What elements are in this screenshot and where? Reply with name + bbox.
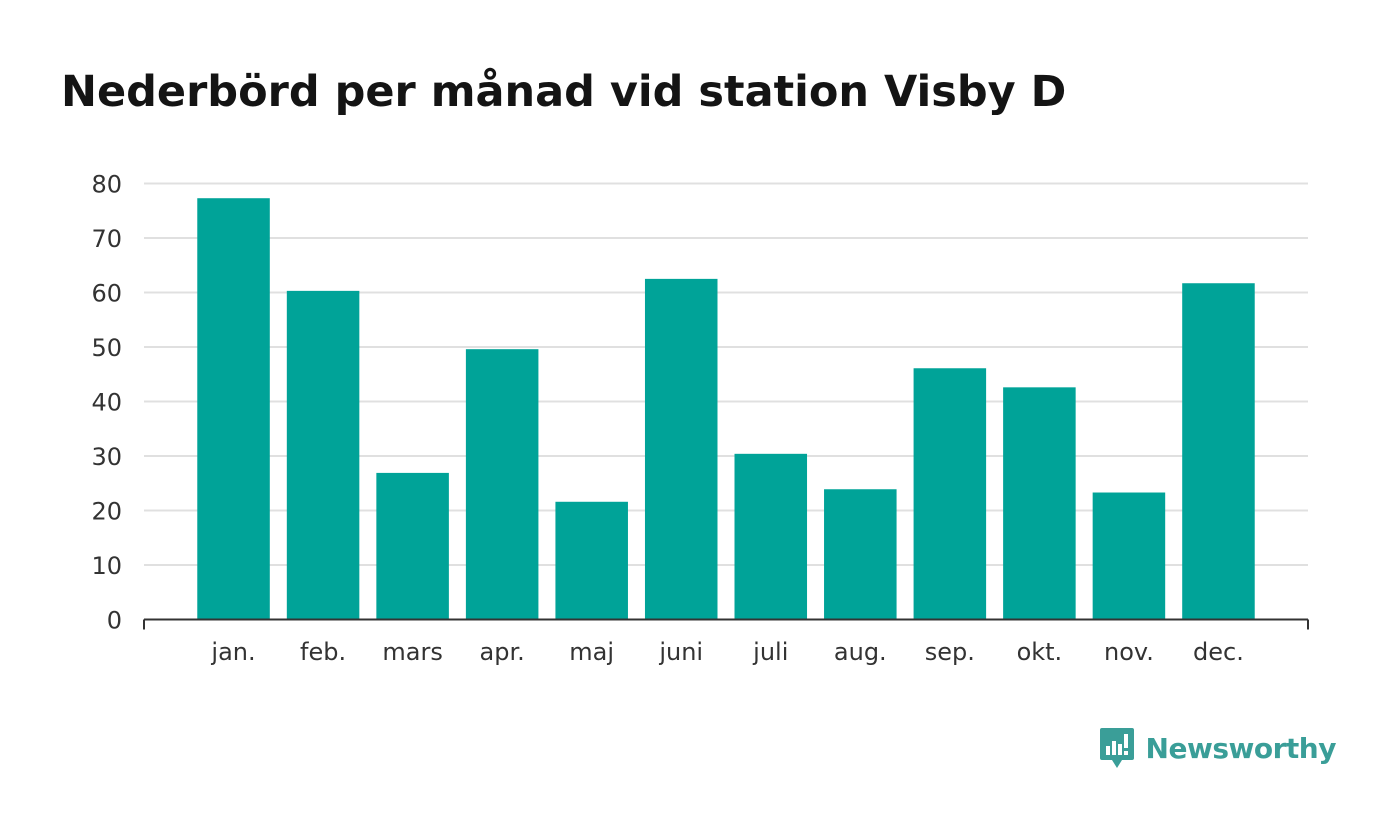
x-tick-label: sep. (925, 638, 975, 666)
x-tick-label: jan. (210, 638, 255, 666)
x-tick-label: maj (569, 638, 614, 666)
y-axis-tick-labels: 0 10 20 30 40 50 60 70 80 (91, 171, 122, 635)
y-tick-label: 80 (91, 171, 122, 199)
y-tick-label: 20 (91, 498, 122, 526)
x-tick-label: feb. (300, 638, 346, 666)
x-tick-label: juni (658, 638, 703, 666)
x-tick-label: juli (752, 638, 788, 666)
x-tick-label: aug. (834, 638, 887, 666)
bar-jan (197, 198, 270, 620)
newsworthy-logo: Newsworthy (1098, 726, 1337, 770)
chart-title: Nederbörd per månad vid station Visby D (61, 67, 1067, 117)
bars (197, 198, 1255, 620)
x-tick-label: apr. (480, 638, 525, 666)
x-tick-label: dec. (1193, 638, 1244, 666)
bar-juni (644, 278, 718, 620)
y-tick-label: 0 (107, 607, 122, 635)
newsworthy-logo-icon (1099, 728, 1134, 768)
bar-feb (286, 290, 360, 620)
y-tick-label: 30 (91, 443, 122, 471)
bar-dec (1182, 283, 1255, 620)
bar-chart: 0 10 20 30 40 50 60 70 80 jan. feb. mars apr. maj jun… (91, 171, 1309, 666)
brand-name: Newsworthy (1145, 731, 1337, 765)
x-tick-label: nov. (1104, 638, 1154, 666)
x-tick-label: mars (382, 638, 442, 666)
y-tick-label: 70 (91, 225, 122, 253)
x-axis-tick-labels: jan. feb. mars apr. maj juni juli aug. sep. okt. n… (210, 638, 1243, 666)
y-tick-label: 40 (91, 389, 122, 417)
x-tick-label: okt. (1017, 638, 1063, 666)
bar-okt (1003, 387, 1076, 620)
bar-aug (824, 489, 897, 620)
bar-nov (1092, 492, 1166, 620)
y-tick-label: 60 (91, 280, 122, 308)
x-axis (143, 618, 1309, 630)
bar-mars (376, 472, 449, 620)
bar-juli (734, 453, 808, 620)
bar-sep (913, 368, 987, 620)
bar-maj (555, 501, 628, 620)
y-tick-label: 50 (91, 334, 122, 362)
y-tick-label: 10 (91, 552, 122, 580)
bar-apr (465, 349, 539, 620)
